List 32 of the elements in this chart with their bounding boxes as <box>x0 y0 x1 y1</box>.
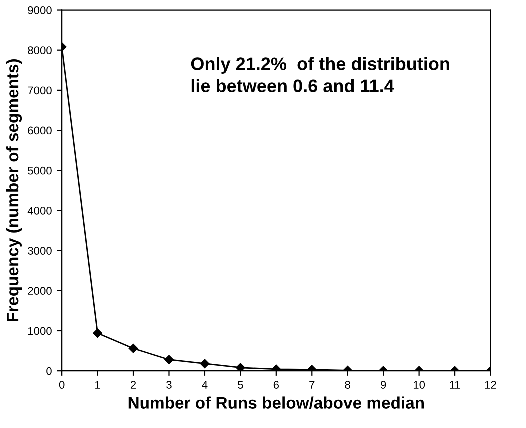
y-tick-label: 8000 <box>28 46 52 54</box>
y-tick-label: 9000 <box>28 6 52 14</box>
x-tick-label: 2 <box>130 381 136 389</box>
y-tick-label: 3000 <box>28 247 52 255</box>
point <box>272 364 282 372</box>
point <box>200 359 210 368</box>
point <box>93 328 102 338</box>
x-tick-label: 9 <box>381 381 386 389</box>
point <box>164 355 174 364</box>
y-tick-label: 6000 <box>28 126 52 135</box>
x-tick-label: 1 <box>96 381 100 389</box>
y-tick-label: 0 <box>46 367 52 376</box>
point <box>236 363 246 372</box>
annotation: Only 21.2% of the distribution lie between 0.6 and 11.4 <box>191 57 450 93</box>
x-tick-label: 7 <box>310 381 315 389</box>
point <box>128 344 138 354</box>
x-tick-label: 3 <box>166 381 172 389</box>
x-tick-label: 0 <box>59 381 65 389</box>
x-tick-label: 8 <box>345 381 350 389</box>
x-tick-label: 5 <box>238 381 244 389</box>
x-tick-label: 10 <box>414 381 426 389</box>
y-axis-title: Frequency (number of segments) <box>6 60 22 322</box>
y-tick-label: 2000 <box>28 287 52 296</box>
x-axis-title: Number of Runs below/above median <box>128 396 424 410</box>
y-tick-label: 7000 <box>28 86 52 95</box>
x-tick-label: 6 <box>274 381 280 389</box>
x-tick-label: 4 <box>202 381 208 389</box>
x-tick-label: 11 <box>450 381 460 389</box>
y-tick-label: 5000 <box>28 166 52 175</box>
y-tick-label: 1000 <box>28 327 52 336</box>
x-tick-label: 12 <box>485 381 496 389</box>
y-tick-label: 4000 <box>28 206 52 215</box>
